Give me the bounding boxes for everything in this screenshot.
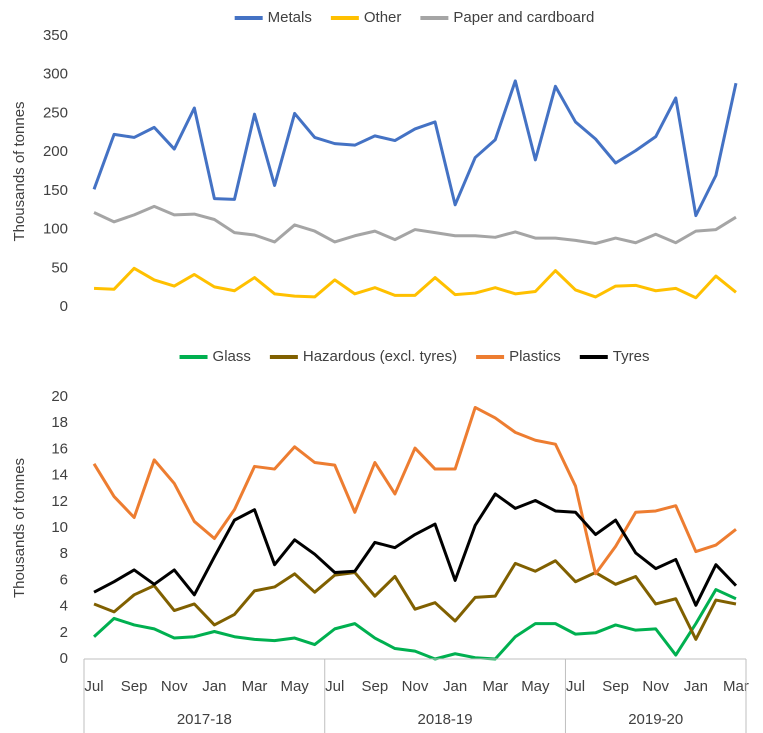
legend-item: Other	[330, 9, 402, 26]
y-tick-label: 0	[60, 298, 68, 315]
legend-item: Hazardous (excl. tyres)	[269, 348, 457, 365]
x-tick-label: Jan	[443, 678, 467, 695]
x-tick-label: Nov	[402, 678, 429, 695]
y-tick-label: 4	[60, 598, 68, 615]
x-tick-label: Jul	[566, 678, 585, 695]
x-tick-label: Sep	[602, 678, 629, 695]
x-tick-label: Jan	[684, 678, 708, 695]
series-line	[92, 405, 737, 576]
x-tick-label: Jul	[84, 678, 103, 695]
legend-label: Plastics	[509, 348, 561, 365]
y-tick-label: 0	[60, 650, 68, 667]
y-tick-label: 350	[43, 27, 68, 44]
legend-label: Metals	[268, 9, 312, 26]
series-line	[93, 588, 737, 661]
series-line	[93, 204, 737, 246]
y-tick-label: 150	[43, 182, 68, 199]
x-tick-label: Mar	[242, 678, 268, 695]
group-label: 2017-18	[177, 711, 232, 728]
legend-label: Hazardous (excl. tyres)	[303, 348, 457, 365]
y-tick-label: 20	[51, 388, 68, 405]
y-tick-label: 14	[51, 467, 68, 484]
y-tick-label: 50	[51, 259, 68, 276]
y-axis-title: Thousands of tonnes	[11, 101, 28, 241]
y-axis-title: Thousands of tonnes	[11, 458, 28, 598]
legend-item: Plastics	[476, 348, 561, 365]
x-tick-label: Nov	[642, 678, 669, 695]
y-tick-label: 16	[51, 440, 68, 457]
group-label: 2018-19	[418, 711, 473, 728]
y-tick-label: 8	[60, 545, 68, 562]
x-tick-label: May	[521, 678, 550, 695]
legend-label: Other	[364, 9, 402, 26]
series-line	[93, 266, 737, 300]
x-tick-label: Sep	[121, 678, 148, 695]
legend-label: Tyres	[613, 348, 650, 365]
y-tick-label: 10	[51, 519, 68, 536]
legend-item: Metals	[234, 9, 312, 26]
y-tick-label: 200	[43, 143, 68, 160]
x-tick-label: Jul	[325, 678, 344, 695]
y-tick-label: 250	[43, 104, 68, 121]
group-label: 2019-20	[628, 711, 683, 728]
y-tick-label: 300	[43, 66, 68, 83]
x-tick-label: Sep	[362, 678, 389, 695]
y-tick-label: 18	[51, 414, 68, 431]
y-tick-label: 6	[60, 571, 68, 588]
x-tick-label: Mar	[482, 678, 508, 695]
legend-item: Tyres	[579, 348, 650, 365]
series-line	[93, 492, 738, 607]
x-tick-label: Nov	[161, 678, 188, 695]
legend-item: Paper and cardboard	[420, 9, 594, 26]
legend-item: Glass	[179, 348, 251, 365]
legend-label: Glass	[213, 348, 251, 365]
y-tick-label: 100	[43, 221, 68, 238]
series-line	[92, 79, 738, 218]
y-tick-label: 2	[60, 624, 68, 641]
legend-label: Paper and cardboard	[453, 9, 594, 26]
series-line	[93, 559, 737, 641]
x-tick-label: May	[280, 678, 309, 695]
x-tick-label: Mar	[723, 678, 749, 695]
y-tick-label: 12	[51, 493, 68, 510]
x-tick-label: Jan	[202, 678, 226, 695]
